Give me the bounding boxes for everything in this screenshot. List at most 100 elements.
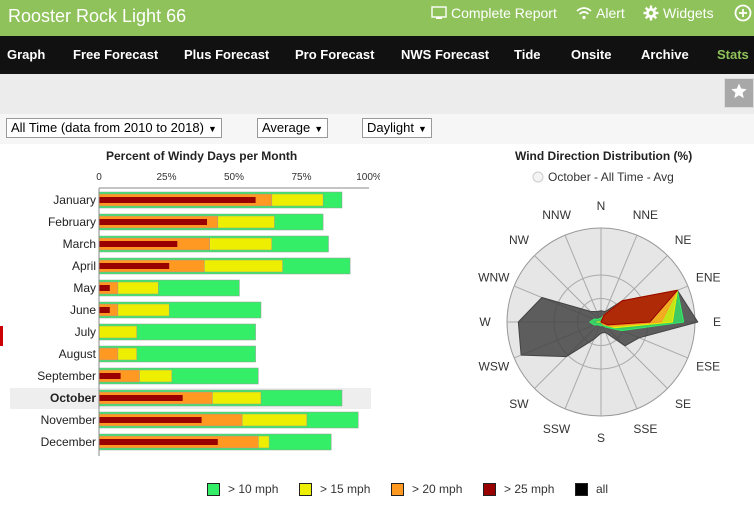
period-select-value: All Time (data from 2010 to 2018) (11, 120, 204, 135)
main-nav: Graph Free Forecast Plus Forecast Pro Fo… (0, 36, 754, 74)
direction-label: S (597, 431, 605, 445)
month-label: October (50, 391, 96, 405)
bar-25mph-december (99, 439, 218, 445)
legend-item-all[interactable]: all (575, 482, 608, 496)
x-tick-label: 75% (291, 172, 311, 183)
chevron-down-icon: ▼ (207, 124, 217, 134)
radar-series-25mph (600, 289, 678, 326)
alert-link[interactable]: Alert (576, 5, 625, 21)
bar-25mph-may (99, 285, 110, 291)
direction-label: SSE (633, 422, 657, 436)
month-label: July (75, 325, 96, 339)
direction-label: SW (509, 397, 529, 411)
x-tick-label: 0 (96, 172, 102, 183)
nav-stats[interactable]: Stats (717, 47, 749, 62)
widgets-label: Widgets (663, 5, 714, 21)
legend-label: > 10 mph (228, 482, 279, 496)
direction-label: WNW (478, 271, 510, 285)
direction-chart-title: Wind Direction Distribution (%) (515, 149, 693, 163)
month-label: March (63, 237, 96, 251)
plus-circle-icon[interactable] (734, 4, 752, 22)
report-icon (431, 6, 447, 20)
legend-item-10mph[interactable]: > 10 mph (207, 482, 278, 496)
complete-report-label: Complete Report (451, 5, 557, 21)
nav-archive[interactable]: Archive (641, 47, 689, 62)
month-label: January (53, 193, 96, 207)
nav-free-forecast[interactable]: Free Forecast (73, 47, 159, 62)
toolbar (0, 74, 754, 114)
spot-title: Rooster Rock Light 66 (8, 6, 187, 26)
month-label: December (41, 435, 96, 449)
legend-dot-icon (532, 171, 544, 183)
legend-label: > 25 mph (504, 482, 555, 496)
gear-icon (643, 5, 659, 21)
nav-graph[interactable]: Graph (7, 47, 46, 62)
period-select[interactable]: All Time (data from 2010 to 2018) ▼ (6, 118, 222, 138)
bar-20mph-august (98, 347, 119, 361)
legend-label: > 15 mph (320, 482, 371, 496)
month-label: June (70, 303, 96, 317)
bar-25mph-february (99, 219, 207, 225)
alert-label: Alert (596, 5, 625, 21)
direction-label: NNE (633, 208, 658, 222)
legend-label: all (596, 482, 609, 496)
bar-25mph-october (99, 395, 183, 401)
legend-swatch (483, 482, 496, 496)
x-tick-label: 25% (156, 172, 176, 183)
stat-select[interactable]: Average ▼ (257, 118, 329, 138)
chevron-down-icon: ▼ (314, 124, 324, 134)
bar-25mph-january (99, 197, 256, 203)
side-tab[interactable] (0, 326, 3, 346)
legend-swatch (299, 482, 312, 496)
month-label: November (41, 413, 96, 427)
bar-25mph-november (99, 417, 202, 423)
direction-label: SSW (543, 422, 571, 436)
complete-report-link[interactable]: Complete Report (431, 5, 557, 21)
legend-swatch (391, 482, 404, 496)
direction-label: NE (675, 233, 692, 247)
wifi-alert-icon (576, 6, 592, 20)
top-bar (0, 0, 754, 36)
bar-15mph-july (98, 325, 138, 339)
direction-label: WSW (479, 359, 510, 373)
direction-label: N (597, 199, 606, 213)
nav-tide[interactable]: Tide (514, 47, 541, 62)
nav-onsite[interactable]: Onsite (571, 47, 612, 62)
bar-25mph-june (99, 307, 110, 313)
wind-direction-radar-chart: October - All Time - Avg N NNE NE ENE E ESE SE S… (478, 170, 721, 445)
month-label: April (72, 259, 96, 273)
direction-label: W (479, 315, 491, 329)
radar-subtitle: October - All Time - Avg (548, 170, 674, 184)
month-label: August (59, 347, 97, 361)
star-icon (730, 82, 748, 105)
chevron-down-icon: ▼ (417, 124, 427, 134)
direction-label: NNW (542, 208, 571, 222)
direction-label: ENE (696, 271, 721, 285)
bar-25mph-march (99, 241, 178, 247)
x-tick-label: 100% (356, 172, 380, 183)
legend-label: > 20 mph (412, 482, 463, 496)
bar-25mph-april (99, 263, 170, 269)
time-select-value: Daylight (367, 120, 414, 135)
widgets-link[interactable]: Widgets (643, 5, 714, 21)
legend-item-20mph[interactable]: > 20 mph (391, 482, 462, 496)
direction-label: E (713, 315, 721, 329)
legend-item-15mph[interactable]: > 15 mph (299, 482, 370, 496)
direction-label: ESE (696, 359, 720, 373)
month-label: February (48, 215, 96, 229)
direction-label: SE (675, 397, 691, 411)
favorite-button[interactable] (724, 78, 754, 108)
windy-days-bar-chart: 0 25% 50% 75% 100% January February March April M… (10, 172, 380, 456)
time-select[interactable]: Daylight ▼ (362, 118, 432, 138)
legend-item-25mph[interactable]: > 25 mph (483, 482, 554, 496)
monthly-chart-title: Percent of Windy Days per Month (106, 149, 298, 163)
nav-pro-forecast[interactable]: Pro Forecast (295, 47, 375, 62)
legend-swatch (575, 482, 588, 496)
direction-label: NW (509, 233, 530, 247)
stat-select-value: Average (262, 120, 311, 135)
month-label: September (37, 369, 96, 383)
nav-plus-forecast[interactable]: Plus Forecast (184, 47, 270, 62)
nav-nws-forecast[interactable]: NWS Forecast (401, 47, 490, 62)
month-label: May (73, 281, 96, 295)
legend-swatch (207, 482, 220, 496)
